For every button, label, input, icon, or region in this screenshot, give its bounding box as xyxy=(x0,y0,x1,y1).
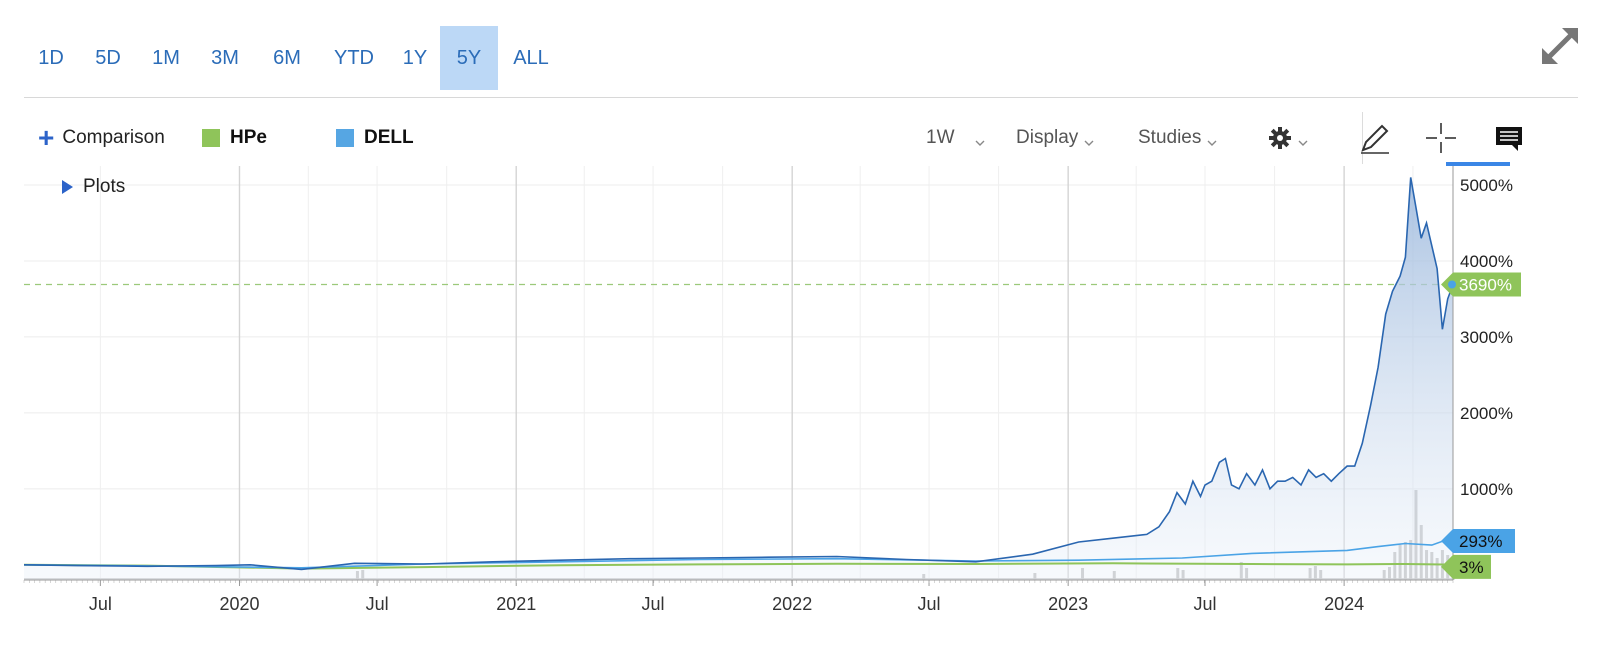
range-button-1m[interactable]: 1M xyxy=(152,47,180,69)
x-tick-label: 2023 xyxy=(1048,594,1088,614)
comparison-label: Comparison xyxy=(62,127,165,148)
last-value-flag-hpe: 3% xyxy=(1441,554,1491,579)
interval-dropdown[interactable]: 1W xyxy=(926,110,985,166)
legend-item-hpe[interactable]: HPe xyxy=(202,110,267,166)
expand-triangle-icon xyxy=(62,180,73,194)
divider xyxy=(24,97,1578,98)
last-value-flag-dell: 293% xyxy=(1441,529,1515,554)
crosshair-tool-button[interactable] xyxy=(1424,110,1458,166)
y-tick-label: 2000% xyxy=(1460,404,1513,423)
last-value-dot xyxy=(1448,280,1456,289)
range-button-ytd[interactable]: YTD xyxy=(334,47,374,69)
active-tool-indicator xyxy=(1446,162,1510,166)
series-line-dell xyxy=(23,540,1454,569)
comment-icon xyxy=(1496,127,1522,151)
y-tick-label: 5000% xyxy=(1460,176,1513,195)
x-tick-label: 2021 xyxy=(496,594,536,614)
legend-item-dell[interactable]: DELL xyxy=(336,110,414,166)
studies-label: Studies xyxy=(1138,127,1202,148)
range-button-6m[interactable]: 6M xyxy=(273,47,301,69)
legend-swatch-dell xyxy=(336,129,354,147)
range-button-5y[interactable]: 5Y xyxy=(440,26,498,90)
gear-icon xyxy=(1269,127,1291,149)
chevron-down-icon xyxy=(1207,140,1217,146)
plus-icon: + xyxy=(38,122,55,153)
series-line-main xyxy=(23,177,1454,571)
main-area xyxy=(24,177,1453,580)
display-dropdown[interactable]: Display xyxy=(1016,110,1094,166)
last-value-flag-dell-text: 293% xyxy=(1459,532,1502,551)
draw-tool-button[interactable] xyxy=(1358,110,1392,166)
chevron-down-icon xyxy=(1084,140,1094,146)
toolbar-separator xyxy=(1362,112,1363,164)
range-button-1d[interactable]: 1D xyxy=(38,47,64,69)
last-value-flag-hpe-shape xyxy=(1441,554,1491,579)
price-chart[interactable]: 1000% 2000% 3000% 4000% 5000% Jul 2020 Jul 2021 J… xyxy=(0,166,1600,649)
range-button-all[interactable]: ALL xyxy=(513,47,549,69)
pencil-icon xyxy=(1361,124,1389,154)
plots-toggle[interactable]: Plots xyxy=(62,176,125,198)
plots-label: Plots xyxy=(83,176,126,197)
range-button-3m[interactable]: 3M xyxy=(211,47,239,69)
legend-swatch-hpe xyxy=(202,129,220,147)
last-value-flag-main-shape xyxy=(1441,272,1521,297)
expand-icon[interactable] xyxy=(1538,24,1582,68)
legend-label-dell: DELL xyxy=(364,127,414,148)
x-tick-label: Jul xyxy=(89,594,112,614)
time-range-bar: 1D 5D 1M 3M 6M YTD 1Y 5Y ALL xyxy=(24,24,584,90)
x-tick-label: 2024 xyxy=(1324,594,1364,614)
crosshair-icon xyxy=(1426,123,1456,153)
interval-label: 1W xyxy=(926,127,955,148)
x-tick-label: Jul xyxy=(918,594,941,614)
settings-dropdown[interactable] xyxy=(1268,110,1308,166)
last-value-flag-main: 3690% xyxy=(1441,272,1521,297)
chevron-down-icon xyxy=(975,140,984,146)
y-tick-label: 1000% xyxy=(1460,480,1513,499)
chevron-down-icon xyxy=(1298,140,1308,146)
legend-label-hpe: HPe xyxy=(230,127,267,148)
chart-toolbar: + Comparison HPe DELL 1W Display Studies xyxy=(24,110,1578,166)
studies-dropdown[interactable]: Studies xyxy=(1138,110,1217,166)
annotation-tool-button[interactable] xyxy=(1494,110,1524,166)
y-tick-label: 3000% xyxy=(1460,328,1513,347)
x-tick-label: 2022 xyxy=(772,594,812,614)
x-tick-label: Jul xyxy=(366,594,389,614)
x-tick-label: 2020 xyxy=(219,594,259,614)
comparison-button[interactable]: + Comparison xyxy=(38,110,165,166)
last-value-flag-dell-shape xyxy=(1441,529,1515,554)
y-tick-label: 4000% xyxy=(1460,252,1513,271)
x-tick-label: Jul xyxy=(1193,594,1216,614)
display-label: Display xyxy=(1016,127,1079,148)
x-tick-label: Jul xyxy=(642,594,665,614)
range-button-1y[interactable]: 1Y xyxy=(402,47,428,69)
range-button-5d[interactable]: 5D xyxy=(95,47,121,69)
last-value-flag-hpe-text: 3% xyxy=(1459,558,1484,577)
last-value-flag-main-text: 3690% xyxy=(1459,276,1512,295)
